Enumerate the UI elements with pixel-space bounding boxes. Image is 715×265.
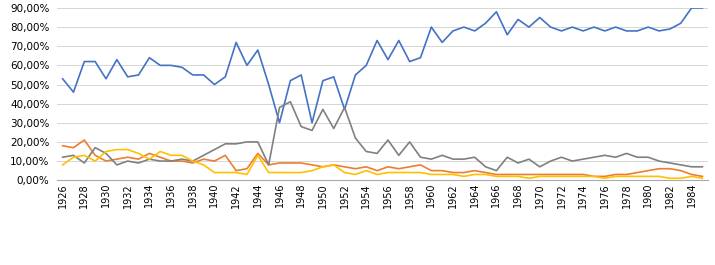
Wallonië <box>112 148 121 151</box>
Antwerpen <box>286 100 295 103</box>
Wallonië <box>177 154 186 157</box>
Limburg <box>59 77 67 80</box>
Vlaams-Brabant <box>232 169 240 172</box>
Wallonië <box>232 171 240 174</box>
Antwerpen <box>265 163 273 166</box>
Wallonië <box>254 154 262 157</box>
Limburg <box>167 64 175 67</box>
Vlaams-Brabant <box>254 152 262 155</box>
Limburg <box>265 83 273 86</box>
Limburg <box>286 79 295 82</box>
Wallonië <box>59 163 67 166</box>
Wallonië <box>525 177 533 180</box>
Vlaams-Brabant <box>275 161 284 165</box>
Wallonië <box>698 177 706 180</box>
Wallonië <box>275 171 284 174</box>
Limburg <box>698 6 706 10</box>
Antwerpen <box>242 140 251 144</box>
Line: Antwerpen: Antwerpen <box>63 102 702 171</box>
Vlaams-Brabant <box>698 175 706 178</box>
Antwerpen <box>275 106 284 109</box>
Vlaams-Brabant <box>80 138 89 142</box>
Antwerpen <box>492 169 500 172</box>
Antwerpen <box>221 142 230 145</box>
Antwerpen <box>470 156 479 159</box>
Wallonië <box>470 173 479 176</box>
Line: Vlaams-Brabant: Vlaams-Brabant <box>63 140 702 176</box>
Line: Wallonië: Wallonië <box>63 149 702 178</box>
Antwerpen <box>167 160 175 163</box>
Vlaams-Brabant <box>59 144 67 147</box>
Antwerpen <box>698 165 706 168</box>
Antwerpen <box>59 156 67 159</box>
Wallonië <box>286 171 295 174</box>
Limburg <box>470 29 479 33</box>
Limburg <box>221 75 230 78</box>
Limburg <box>275 121 284 124</box>
Vlaams-Brabant <box>590 175 598 178</box>
Vlaams-Brabant <box>286 161 295 165</box>
Limburg <box>687 6 696 10</box>
Vlaams-Brabant <box>470 169 479 172</box>
Limburg <box>242 64 251 67</box>
Line: Limburg: Limburg <box>63 8 702 123</box>
Vlaams-Brabant <box>177 160 186 163</box>
